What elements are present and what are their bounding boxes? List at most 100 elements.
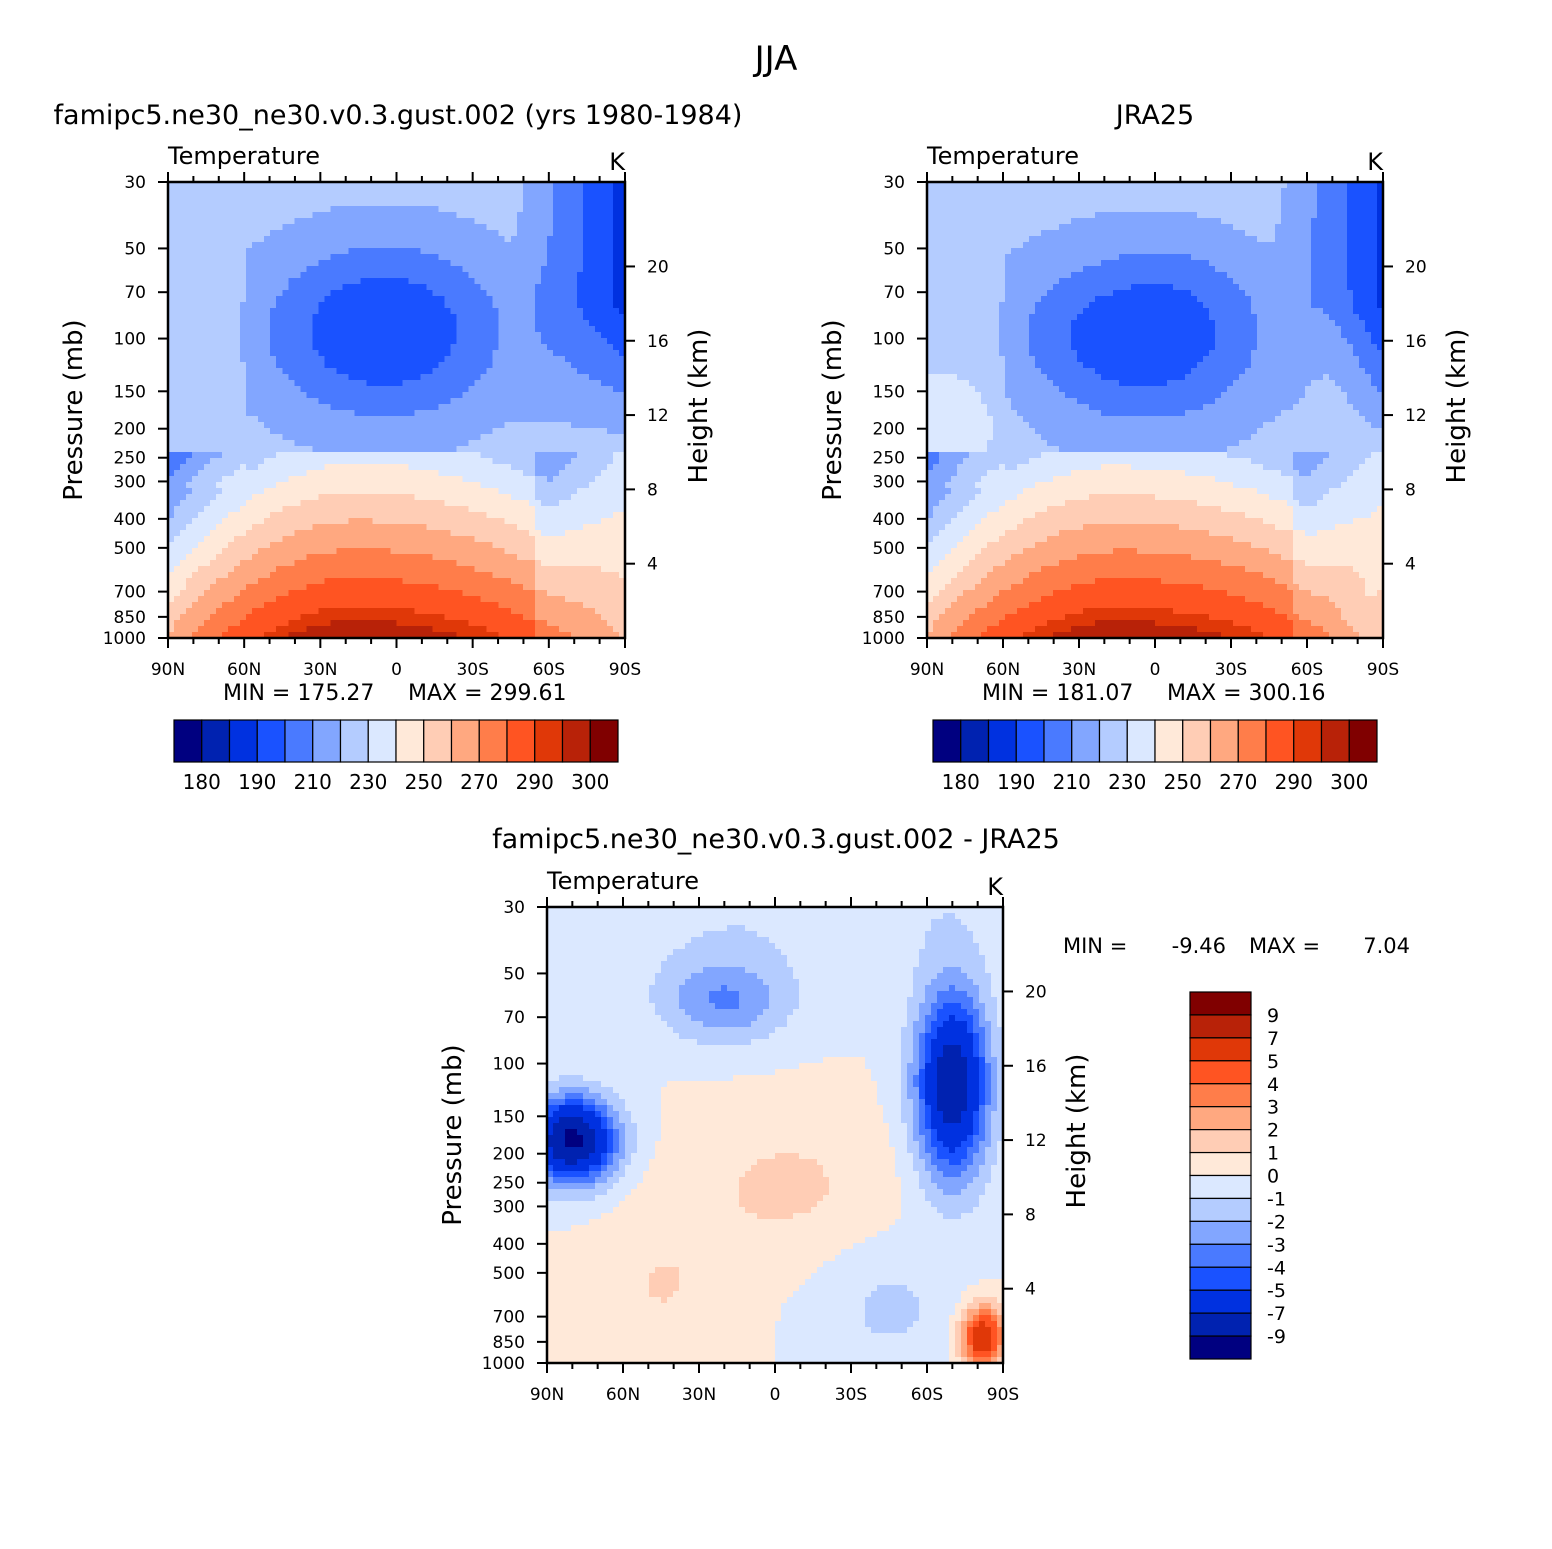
contour-cell (456, 368, 464, 375)
contour-cell (450, 554, 458, 561)
contour-cell (486, 242, 494, 249)
contour-cell (504, 266, 512, 273)
contour-cell (528, 380, 536, 387)
contour-cell (246, 290, 253, 297)
contour-cell (342, 602, 349, 609)
contour-cell (384, 602, 392, 609)
contour-cell (378, 260, 386, 267)
contour-cell (402, 224, 410, 231)
contour-cell (480, 500, 488, 507)
contour-cell (210, 620, 217, 627)
contour-cell (420, 404, 428, 411)
contour-cell (456, 386, 464, 393)
contour-cell (342, 584, 349, 591)
contour-cell (420, 326, 428, 333)
contour-cell (486, 614, 494, 621)
contour-cell (192, 386, 199, 393)
contour-cell (318, 290, 325, 297)
contour-cell (252, 218, 259, 225)
contour-cell (378, 272, 386, 279)
contour-cell (396, 614, 404, 621)
contour-cell (366, 542, 374, 549)
contour-cell (306, 530, 313, 537)
contour-cell (312, 290, 319, 297)
contour-cell (240, 308, 247, 315)
contour-cell (252, 398, 259, 405)
contour-cell (444, 512, 452, 519)
contour-cell (312, 452, 319, 459)
contour-cell (516, 194, 524, 201)
contour-cell (240, 620, 247, 627)
contour-cell (468, 596, 476, 603)
contour-cell (462, 266, 470, 273)
contour-cell (552, 476, 560, 483)
contour-cell (444, 614, 452, 621)
contour-cell (348, 602, 355, 609)
contour-cell (324, 368, 331, 375)
contour-cell (468, 434, 476, 441)
contour-cell (426, 338, 434, 345)
contour-cell (294, 626, 301, 633)
contour-cell (210, 254, 217, 261)
contour-cell (330, 512, 337, 519)
contour-cell (180, 344, 187, 351)
contour-cell (294, 332, 301, 339)
contour-cell (342, 500, 349, 507)
contour-cell (498, 218, 506, 225)
contour-cell (510, 284, 518, 291)
contour-cell (414, 332, 422, 339)
contour-cell (372, 338, 380, 345)
contour-cell (258, 524, 265, 531)
contour-cell (360, 410, 368, 417)
contour-cell (318, 428, 325, 435)
contour-cell (240, 212, 247, 219)
contour-cell (234, 296, 241, 303)
contour-cell (552, 338, 560, 345)
contour-cell (186, 602, 193, 609)
contour-cell (438, 302, 446, 309)
contour-cell (234, 458, 241, 465)
contour-cell (306, 560, 313, 567)
contour-cell (246, 356, 253, 363)
contour-cell (366, 500, 374, 507)
contour-cell (408, 392, 416, 399)
contour-cell (546, 254, 554, 261)
contour-cell (264, 308, 271, 315)
contour-cell (480, 182, 488, 189)
contour-cell (282, 224, 289, 231)
contour-cell (198, 500, 205, 507)
contour-cell (294, 248, 301, 255)
contour-cell (234, 470, 241, 477)
contour-cell (324, 248, 331, 255)
contour-cell (294, 542, 301, 549)
contour-cell (324, 314, 331, 321)
contour-cell (300, 632, 307, 639)
contour-cell (366, 494, 374, 501)
contour-cell (174, 410, 181, 417)
contour-cell (468, 218, 476, 225)
contour-cell (282, 446, 289, 453)
contour-cell (180, 494, 187, 501)
contour-cell (318, 206, 325, 213)
contour-cell (378, 476, 386, 483)
contour-cell (474, 482, 482, 489)
contour-cell (318, 368, 325, 375)
contour-cell (474, 368, 482, 375)
contour-cell (510, 182, 518, 189)
contour-cell (432, 212, 440, 219)
contour-cell (198, 326, 205, 333)
contour-cell (552, 566, 560, 573)
contour-cell (450, 470, 458, 477)
contour-cell (450, 524, 458, 531)
contour-cell (294, 608, 301, 615)
contour-cell (534, 632, 542, 639)
contour-cell (372, 482, 380, 489)
contour-cell (348, 296, 355, 303)
contour-cell (420, 608, 428, 615)
contour-cell (240, 398, 247, 405)
contour-cell (522, 506, 530, 513)
contour-cell (288, 548, 295, 555)
contour-cell (534, 614, 542, 621)
contour-cell (516, 404, 524, 411)
contour-cell (174, 308, 181, 315)
